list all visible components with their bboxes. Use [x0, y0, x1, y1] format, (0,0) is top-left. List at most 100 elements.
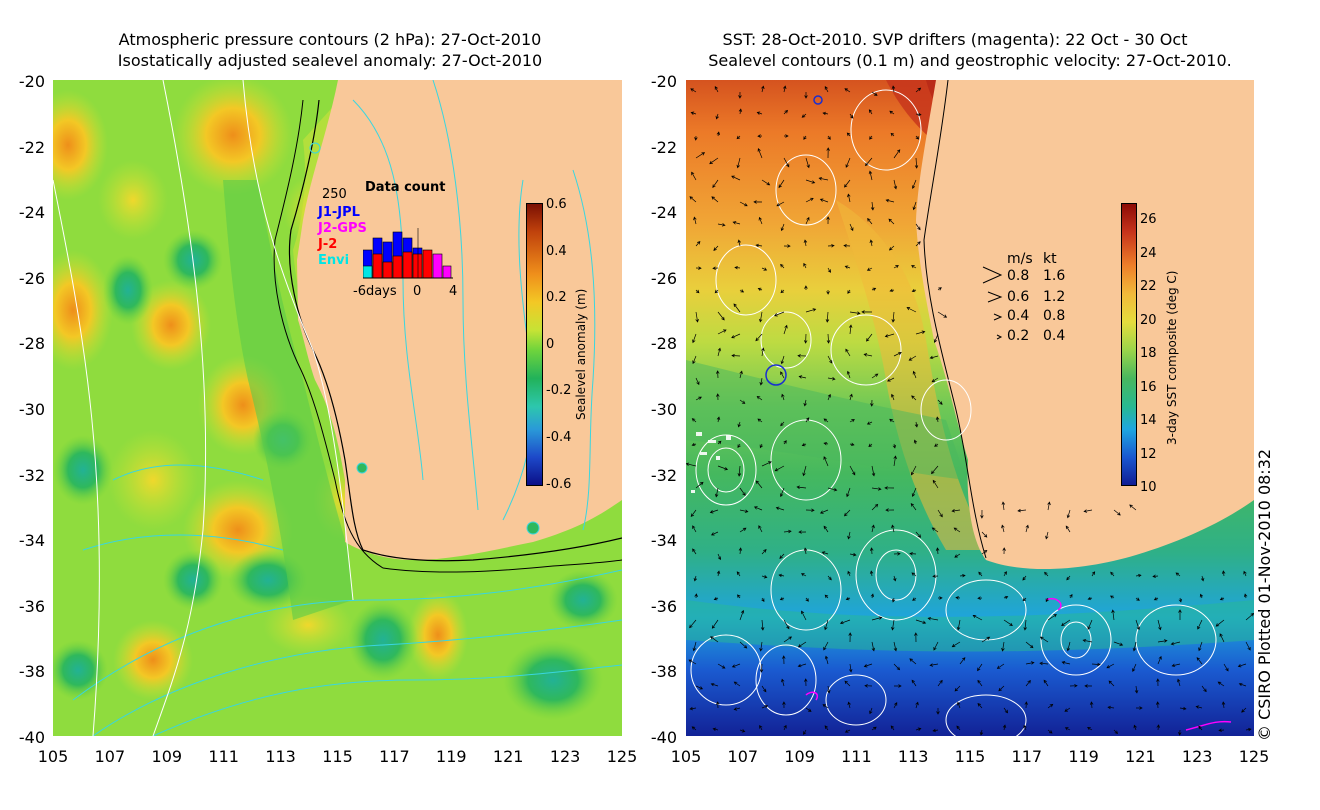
velocity-arrow	[890, 725, 895, 731]
velocity-arrow	[761, 179, 771, 186]
velocity-arrow	[710, 682, 719, 687]
velocity-arrow	[716, 416, 721, 423]
sst-cb-label-4: 18	[1140, 346, 1157, 361]
velocity-arrow	[953, 527, 961, 533]
velocity-arrow	[739, 641, 748, 649]
right-ytick-9: -38	[650, 662, 677, 682]
velocity-arrow	[909, 658, 917, 665]
velocity-arrow	[717, 223, 726, 227]
sst-cb-label-1: 24	[1140, 245, 1157, 261]
left-xtick-5: 115	[322, 747, 353, 766]
right-ytick-8: -36	[650, 596, 677, 616]
velocity-arrow	[870, 201, 875, 211]
velocity-arrow	[1200, 575, 1205, 582]
velocity-arrow	[1136, 706, 1143, 710]
velocity-arrow	[1106, 663, 1115, 669]
velocity-arrow	[823, 418, 829, 423]
velocity-arrow	[954, 685, 961, 692]
velocity-arrow	[783, 724, 787, 731]
velocity-arrow	[713, 245, 719, 251]
velocity-arrow	[911, 395, 917, 401]
right-title-line2: Sealevel contours (0.1 m) and geostrophi…	[708, 51, 1232, 70]
velocity-arrow	[1003, 571, 1007, 577]
velocity-arrow	[1045, 531, 1049, 540]
velocity-arrow	[937, 311, 948, 318]
velocity-arrow	[861, 310, 873, 314]
velocity-arrow	[933, 641, 939, 651]
velocity-arrow	[849, 663, 853, 673]
velocity-arrow	[783, 324, 788, 335]
velocity-arrow	[890, 132, 895, 137]
velocity-arrow	[1153, 597, 1159, 601]
velocity-arrow	[844, 88, 851, 93]
velocity-arrow	[908, 355, 917, 361]
velocity-arrow	[893, 575, 897, 582]
velocity-arrow	[871, 465, 876, 477]
velocity-arrow	[996, 663, 1005, 669]
velocity-arrow	[737, 421, 741, 428]
right-sst-map	[686, 80, 1254, 736]
velocity-arrow	[731, 353, 741, 358]
velocity-arrow	[1171, 663, 1181, 668]
velocity-arrow	[710, 636, 719, 643]
velocity-arrow	[759, 443, 763, 449]
velocity-arrow	[915, 727, 922, 731]
velocity-arrow	[774, 465, 785, 472]
velocity-arrow	[1110, 571, 1115, 577]
credit-text: © CSIRO Plotted 01-Nov-2010 08:32	[1255, 448, 1274, 741]
velocity-arrow	[797, 663, 807, 668]
velocity-arrow	[827, 377, 836, 381]
velocity-arrow	[716, 131, 721, 137]
velocity-arrow	[913, 439, 918, 445]
velocity-arrow	[800, 573, 807, 577]
velocity-arrow	[827, 267, 831, 273]
left-xtick-8: 121	[492, 747, 524, 766]
legend-j1-jpl: J1-JPL	[318, 205, 360, 220]
velocity-arrow	[826, 216, 830, 225]
velocity-arrow	[739, 370, 743, 379]
velocity-arrow	[1175, 572, 1181, 577]
velocity-arrow	[690, 88, 697, 93]
velocity-arrow	[731, 663, 741, 668]
left-ytick-2: -24	[18, 203, 45, 223]
velocity-arrow	[868, 170, 873, 181]
velocity-arrow	[739, 201, 748, 207]
left-ytick-0: -20	[18, 72, 45, 91]
sealevel-colorbar-title: Sealevel anomaly (m)	[574, 288, 588, 420]
velocity-arrow	[717, 440, 722, 445]
velocity-arrow	[911, 572, 917, 577]
velocity-arrow	[695, 311, 699, 323]
left-ytick-8: -36	[18, 596, 45, 616]
velocity-arrow	[891, 597, 896, 603]
velocity-arrow	[821, 551, 829, 555]
velocity-arrow	[849, 419, 855, 423]
velocity-arrow	[780, 263, 785, 269]
velocity-arrow	[847, 701, 851, 709]
velocity-arrow	[845, 596, 851, 601]
velocity-arrow	[892, 443, 897, 449]
velocity-arrow	[1157, 619, 1162, 631]
right-xtick-0: 105	[670, 747, 702, 766]
right-ytick-3: -26	[650, 268, 677, 288]
velocity-arrow	[823, 641, 829, 651]
velocity-arrow	[739, 289, 745, 293]
velocity-arrow	[757, 287, 763, 292]
velocity-arrow	[871, 487, 882, 491]
velocity-row-2-ms: 0.6	[1007, 289, 1030, 305]
velocity-arrow	[818, 176, 829, 181]
histogram-xlabel-neg6: -6days	[353, 284, 397, 299]
velocity-arrow	[844, 729, 851, 733]
velocity-arrow	[758, 216, 763, 225]
velocity-arrow	[822, 704, 829, 709]
right-ytick-7: -34	[650, 531, 677, 551]
velocity-arrow	[955, 596, 961, 600]
velocity-arrow	[783, 440, 787, 445]
velocity-arrow	[738, 91, 742, 99]
velocity-arrow	[736, 571, 741, 577]
velocity-arrow	[798, 375, 807, 379]
velocity-arrow	[869, 239, 873, 247]
data-count-title: Data count	[365, 180, 446, 195]
velocity-arrow	[981, 549, 988, 555]
histogram-xlabel-4: 4	[449, 284, 458, 299]
velocity-arrow	[847, 531, 851, 540]
